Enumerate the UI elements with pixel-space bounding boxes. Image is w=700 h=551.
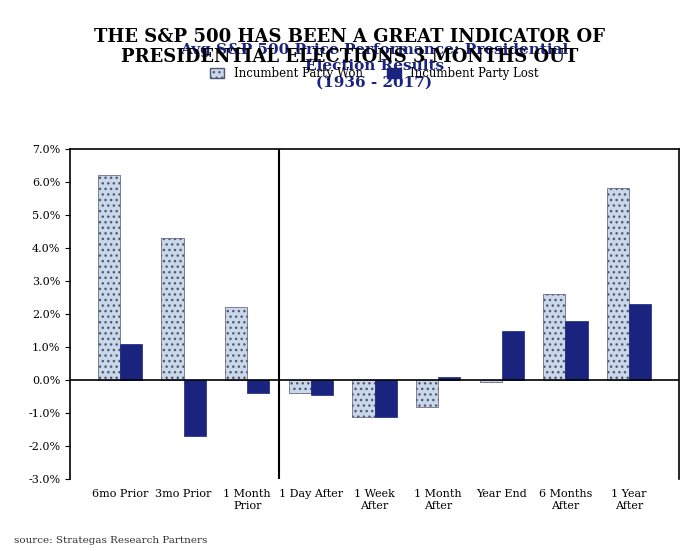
Bar — [352, 380, 375, 417]
Bar — [502, 331, 524, 380]
Text: source: Strategas Research Partners: source: Strategas Research Partners — [14, 537, 207, 545]
Bar — [438, 377, 461, 380]
Bar — [247, 380, 270, 393]
Bar — [566, 321, 588, 380]
Bar — [288, 380, 311, 393]
Bar — [161, 238, 183, 380]
Bar — [543, 294, 566, 380]
Bar — [120, 344, 142, 380]
Title: Avg S&P 500 Price Performance: Presidential
Election Results
(1936 - 2017): Avg S&P 500 Price Performance: President… — [181, 43, 568, 89]
Bar — [374, 380, 397, 417]
Legend: Incumbent Party Won, Incumbent Party Lost: Incumbent Party Won, Incumbent Party Los… — [206, 62, 543, 84]
Bar — [629, 304, 651, 380]
Bar — [311, 380, 333, 395]
Bar — [480, 380, 502, 382]
Bar — [183, 380, 206, 436]
Text: THE S&P 500 HAS BEEN A GREAT INDICATOR OF
PRESIDENTIAL ELECTIONS 3 MONTHS OUT: THE S&P 500 HAS BEEN A GREAT INDICATOR O… — [94, 28, 606, 66]
Bar — [225, 307, 247, 380]
Bar — [416, 380, 438, 407]
Bar — [98, 175, 120, 380]
Bar — [607, 188, 629, 380]
